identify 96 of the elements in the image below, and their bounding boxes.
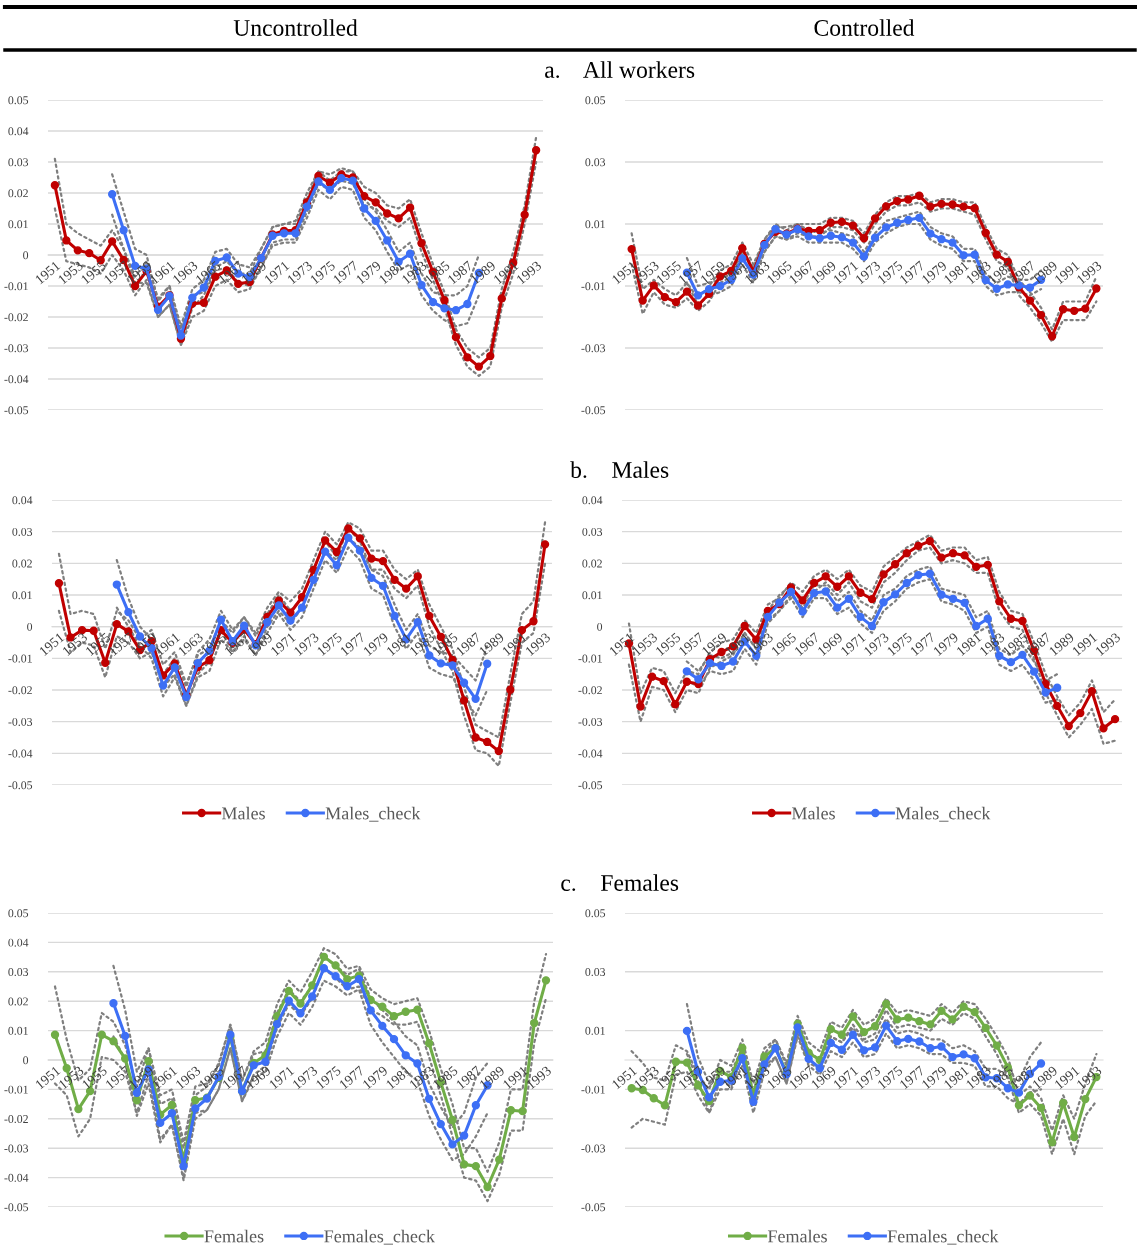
x-tick-label: 1981 (386, 632, 412, 657)
chart-subtitle: b. Males (570, 461, 669, 479)
legend-label: Females_check (887, 1229, 999, 1245)
y-tick-label: -0.03 (4, 344, 29, 353)
x-tick-label: 1961 (149, 260, 176, 285)
chart-title: Uncontrolled (233, 19, 358, 36)
x-tick-label: 1989 (1032, 260, 1058, 285)
x-tick-label: 1959 (700, 260, 726, 285)
y-tick-label: -0.04 (578, 749, 603, 758)
y-tick-label: 0.04 (582, 496, 603, 505)
y-tick-label: 0.05 (8, 909, 29, 918)
text: a. All workers (545, 61, 695, 79)
x-tick-label: 1983 (409, 1065, 435, 1090)
y-tick-label: -0.05 (4, 406, 29, 415)
y-tick-label: 0.04 (12, 496, 33, 505)
y-tick-label: -0.04 (4, 1173, 29, 1182)
legend-label: Males_check (895, 806, 991, 822)
x-tick-label: 1953 (62, 632, 88, 657)
legend-label: Males_check (325, 806, 421, 822)
y-tick-label: 0.03 (585, 158, 606, 167)
y-tick-label: -0.03 (581, 344, 606, 353)
x-tick-label: 1979 (362, 632, 389, 657)
y-tick-label: -0.05 (4, 1203, 29, 1212)
y-tick-label: 0.03 (582, 527, 603, 536)
x-tick-label: 1965 (198, 1065, 225, 1090)
y-tick-label: 0.05 (585, 96, 606, 105)
y-tick-label: -0.03 (8, 717, 33, 726)
y-tick-label: 0.03 (12, 527, 33, 536)
legend-label: Females_check (324, 1229, 435, 1245)
x-tick-label: 1955 (80, 260, 107, 285)
y-tick-label: -0.03 (578, 717, 603, 726)
x-tick-label: 1981 (956, 632, 982, 657)
x-tick-label: 1991 (493, 260, 519, 285)
y-tick-label: 0.01 (8, 220, 28, 229)
x-tick-label: 1975 (315, 1065, 342, 1090)
y-tick-label: 0.04 (8, 938, 29, 947)
x-tick-label: 1993 (516, 260, 542, 285)
y-tick-label: -0.05 (578, 781, 603, 790)
x-tick-label: 1991 (502, 1065, 529, 1090)
y-tick-label: 0.03 (8, 968, 29, 977)
y-tick-label: 0.03 (585, 968, 606, 977)
legend-label: Males (221, 806, 265, 820)
y-tick-label: -0.02 (578, 686, 602, 695)
y-tick-label: -0.01 (581, 1085, 605, 1094)
x-tick-label: 1951 (608, 632, 635, 657)
y-tick-label: 0.03 (8, 158, 29, 167)
y-tick-label: -0.01 (578, 654, 602, 663)
y-tick-label: -0.01 (581, 282, 605, 291)
text: c. Females (561, 874, 679, 892)
x-tick-label: 1951 (34, 260, 61, 285)
chart-title: Controlled (814, 19, 915, 36)
y-tick-label: -0.05 (8, 781, 33, 790)
y-tick-label: 0.04 (8, 127, 29, 136)
legend-label: Females (204, 1229, 264, 1243)
y-tick-label: -0.05 (581, 1203, 606, 1212)
x-tick-label: 1953 (632, 632, 658, 657)
x-tick-label: 1959 (700, 1065, 726, 1090)
y-tick-label: 0.01 (582, 591, 602, 600)
y-tick-label: 0.01 (8, 1026, 28, 1035)
y-tick-label: -0.02 (4, 313, 28, 322)
y-tick-label: 0.02 (8, 997, 28, 1006)
y-tick-label: 0 (27, 622, 33, 631)
x-tick-label: 1969 (241, 260, 267, 285)
y-tick-label: -0.02 (8, 686, 32, 695)
y-tick-label: 0.01 (585, 220, 605, 229)
y-tick-label: 0 (23, 251, 29, 260)
x-tick-label: 1951 (611, 1065, 638, 1090)
y-tick-label: -0.05 (581, 406, 606, 415)
legend-label: Females (767, 1229, 827, 1243)
y-tick-label: 0.02 (12, 559, 32, 568)
y-tick-label: 0.05 (8, 96, 29, 105)
legend-label: Males (791, 806, 835, 820)
y-tick-label: 0.01 (12, 591, 32, 600)
x-tick-label: 1951 (34, 1065, 61, 1090)
x-tick-label: 1951 (611, 260, 638, 285)
y-tick-label: -0.03 (581, 1144, 606, 1153)
y-tick-label: -0.01 (4, 1085, 28, 1094)
y-tick-label: -0.02 (4, 1115, 28, 1124)
y-tick-label: 0 (597, 622, 603, 631)
y-tick-label: 0.05 (585, 909, 606, 918)
y-tick-label: 0.02 (8, 189, 28, 198)
x-tick-label: 1951 (38, 632, 65, 657)
y-tick-label: -0.04 (8, 749, 33, 758)
y-tick-label: -0.03 (4, 1144, 29, 1153)
x-tick-label: 1979 (932, 632, 959, 657)
x-tick-label: 1981 (385, 1065, 412, 1090)
y-tick-label: 0.01 (585, 1026, 605, 1035)
y-tick-label: 0 (23, 1056, 29, 1065)
x-tick-label: 1989 (1032, 1065, 1058, 1090)
x-tick-label: 1993 (1095, 632, 1121, 657)
x-tick-label: 1985 (432, 1065, 459, 1090)
y-tick-label: 0.02 (582, 559, 602, 568)
y-tick-label: -0.01 (4, 282, 28, 291)
y-tick-label: -0.01 (8, 654, 32, 663)
x-tick-label: 1993 (525, 632, 551, 657)
y-tick-label: -0.04 (4, 375, 29, 384)
